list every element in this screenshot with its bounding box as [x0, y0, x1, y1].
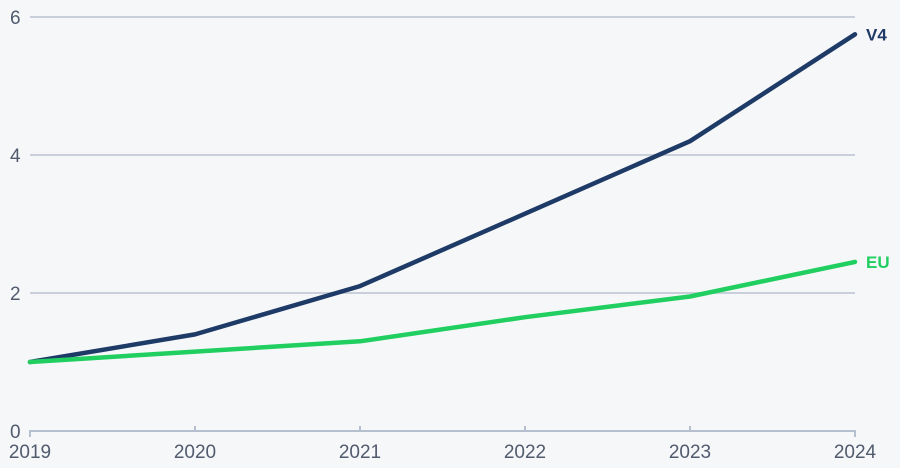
- y-tick-label-0: 0: [10, 422, 21, 443]
- x-tick-label-2021: 2021: [339, 442, 381, 463]
- y-tick-label-2: 2: [10, 284, 21, 305]
- series-line-v4: [27, 32, 858, 365]
- series-line-eu: [27, 259, 858, 365]
- x-tick-label-2019: 2019: [9, 442, 51, 463]
- x-tick-label-2022: 2022: [504, 442, 546, 463]
- y-tick-label-4: 4: [10, 146, 21, 167]
- x-tick-label-2023: 2023: [669, 442, 711, 463]
- y-tick-label-6: 6: [10, 8, 21, 29]
- series-end-label-eu: EU: [866, 253, 890, 272]
- x-tick-label-2024: 2024: [834, 442, 877, 463]
- x-tick-label-2020: 2020: [174, 442, 216, 463]
- x-axis-line: [29, 430, 856, 437]
- series-end-label-v4: V4: [866, 25, 887, 44]
